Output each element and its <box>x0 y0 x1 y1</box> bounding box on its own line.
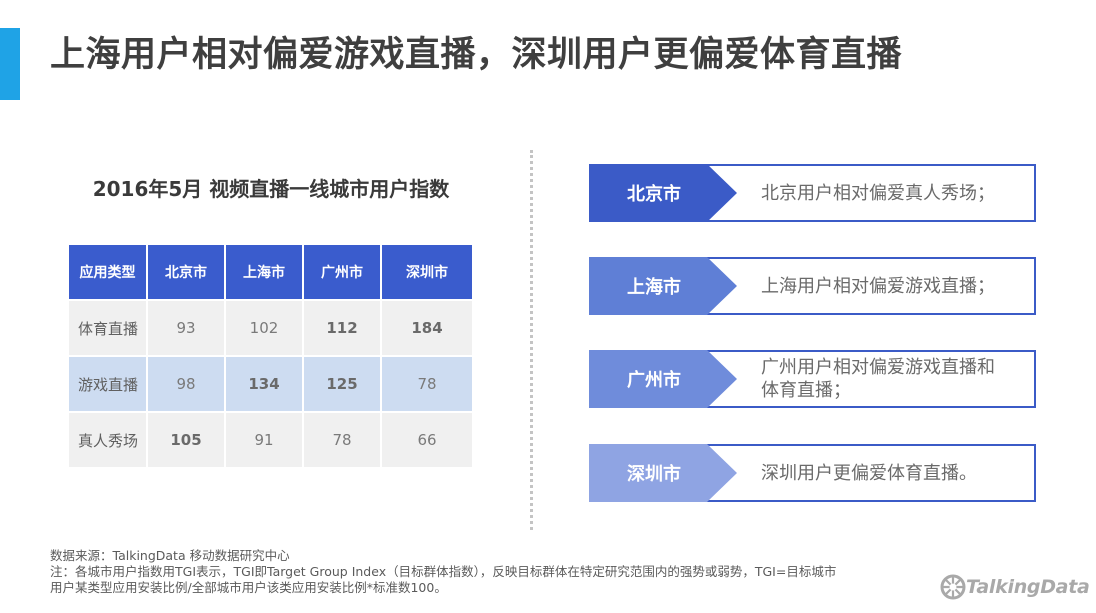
table-cell: 93 <box>148 301 224 355</box>
header-shanghai: 上海市 <box>226 245 302 299</box>
table-cell: 125 <box>304 357 380 411</box>
table-cell: 102 <box>226 301 302 355</box>
table-cell: 91 <box>226 413 302 467</box>
table-cell: 105 <box>148 413 224 467</box>
city-card-beijing: 北京市 北京用户相对偏爱真人秀场； <box>589 164 1036 222</box>
table-cell: 78 <box>304 413 380 467</box>
city-card-shanghai: 上海市 上海用户相对偏爱游戏直播； <box>589 257 1036 315</box>
tgi-table: 应用类型 北京市 上海市 广州市 深圳市 体育直播 93 102 112 184… <box>67 243 474 469</box>
footnote-note-line1: 注：各城市用户指数用TGI表示，TGI即Target Group Index（目… <box>50 564 837 579</box>
table-cell: 98 <box>148 357 224 411</box>
table-row: 游戏直播 98 134 125 78 <box>69 357 472 411</box>
table-cell: 78 <box>382 357 472 411</box>
city-description-shenzhen: 深圳用户更偏爱体育直播。 <box>761 462 977 484</box>
table-cell: 134 <box>226 357 302 411</box>
talkingdata-logo-icon <box>940 574 966 600</box>
row-category: 游戏直播 <box>69 357 146 411</box>
city-card-guangzhou: 广州市 广州用户相对偏爱游戏直播和体育直播； <box>589 350 1036 408</box>
page-title: 上海用户相对偏爱游戏直播，深圳用户更偏爱体育直播 <box>50 35 903 75</box>
header-app-type: 应用类型 <box>69 245 146 299</box>
city-label-shenzhen: 深圳市 <box>589 444 737 502</box>
table-row: 体育直播 93 102 112 184 <box>69 301 472 355</box>
footnote: 数据来源：TalkingData 移动数据研究中心 注：各城市用户指数用TGI表… <box>50 548 836 596</box>
row-category: 真人秀场 <box>69 413 146 467</box>
city-description-shanghai: 上海用户相对偏爱游戏直播； <box>761 275 995 297</box>
city-label-beijing: 北京市 <box>589 164 737 222</box>
footnote-note-line2: 用户某类型应用安装比例/全部城市用户该类应用安装比例*标准数100。 <box>50 580 447 595</box>
table-cell: 112 <box>304 301 380 355</box>
table-header-row: 应用类型 北京市 上海市 广州市 深圳市 <box>69 245 472 299</box>
logo-text: TalkingData <box>966 576 1090 598</box>
table-title: 2016年5月 视频直播一线城市用户指数 <box>92 177 450 201</box>
city-label-shanghai: 上海市 <box>589 257 737 315</box>
city-description-guangzhou: 广州用户相对偏爱游戏直播和体育直播； <box>761 357 995 401</box>
table-cell: 66 <box>382 413 472 467</box>
vertical-divider <box>530 150 533 530</box>
header-beijing: 北京市 <box>148 245 224 299</box>
city-label-guangzhou: 广州市 <box>589 350 737 408</box>
row-category: 体育直播 <box>69 301 146 355</box>
city-card-shenzhen: 深圳市 深圳用户更偏爱体育直播。 <box>589 444 1036 502</box>
talkingdata-logo: TalkingData <box>940 574 1090 600</box>
header-guangzhou: 广州市 <box>304 245 380 299</box>
header-shenzhen: 深圳市 <box>382 245 472 299</box>
table-row: 真人秀场 105 91 78 66 <box>69 413 472 467</box>
table-cell: 184 <box>382 301 472 355</box>
city-description-beijing: 北京用户相对偏爱真人秀场； <box>761 182 995 204</box>
title-accent-bar <box>0 28 20 100</box>
footnote-source: 数据来源：TalkingData 移动数据研究中心 <box>50 548 290 563</box>
